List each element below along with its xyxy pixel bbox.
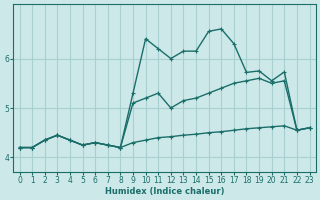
- X-axis label: Humidex (Indice chaleur): Humidex (Indice chaleur): [105, 187, 224, 196]
